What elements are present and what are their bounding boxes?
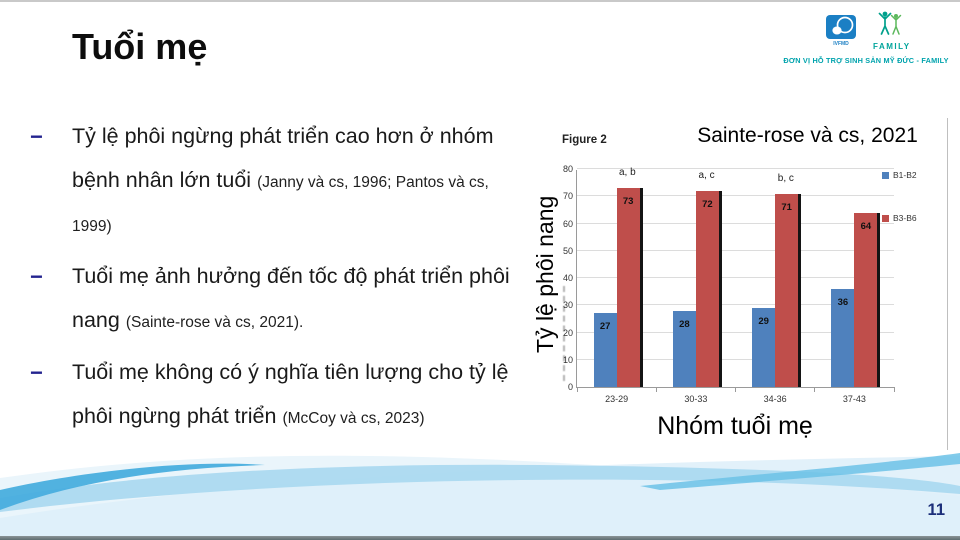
y-axis-tick-label: 70 — [562, 191, 573, 202]
bar-B3-B6: 71 b, c — [775, 173, 799, 387]
bar-B3-B6: 73 a, b — [616, 167, 640, 387]
legend-swatch — [882, 214, 889, 222]
bar-group: 28 72 a, c — [656, 170, 735, 387]
bar-value-label: 28 — [679, 318, 690, 330]
gridline — [577, 331, 894, 333]
legend-swatch — [882, 171, 889, 179]
bar-value-label: 29 — [758, 315, 769, 327]
ivfmd-logo-icon: IVFMD — [825, 14, 857, 51]
bar-group: 27 73 a, b — [577, 167, 656, 387]
bar-value-label: 73 — [622, 196, 634, 208]
x-axis-tick — [576, 387, 578, 392]
bar-B3-B6: 72 a, c — [695, 170, 719, 387]
bar-B3-B6: 64 — [854, 212, 878, 387]
legend-item: B3-B6 — [882, 213, 917, 223]
x-axis-tick-label: 37-43 — [842, 394, 866, 404]
bullet-citation: (Sainte-rose và cs, 2021). — [125, 314, 304, 332]
y-axis-tick-label: 50 — [562, 245, 573, 256]
chart-xlabel: Nhóm tuổi mẹ — [657, 412, 813, 440]
y-axis-tick-label: 20 — [562, 327, 573, 338]
bar-group: 29 71 b, c — [736, 170, 815, 387]
page-number: 11 — [927, 501, 945, 519]
chart-figure: Figure 2 Sainte-rose và cs, 2021 Tỷ lệ p… — [530, 118, 948, 450]
gridline — [577, 358, 894, 360]
legend-label: B1-B2 — [893, 170, 917, 180]
bullet-item-1: − Tỷ lệ phôi ngừng phát triển cao hơn ở … — [30, 114, 530, 246]
bar-annotation: a, c — [698, 169, 715, 181]
bar-value-label: 64 — [860, 220, 872, 232]
x-axis-tick — [655, 387, 657, 392]
bullet-item-3: − Tuổi mẹ không có ý nghĩa tiên lượng ch… — [30, 350, 530, 438]
x-axis-tick — [735, 387, 736, 392]
page-title: Tuổi mẹ — [72, 26, 208, 67]
gridline — [577, 168, 894, 169]
bar-B1-B2: 29 — [752, 307, 776, 387]
y-axis-tick-label: 40 — [562, 273, 573, 283]
bar-value-label: 27 — [599, 321, 611, 333]
bullet-dash-icon: − — [30, 360, 43, 386]
bar-B1-B2: 36 — [831, 288, 855, 387]
bar-annotation: a, b — [618, 167, 636, 179]
gridline — [577, 277, 894, 278]
y-axis-tick-label: 60 — [562, 218, 573, 229]
y-axis-tick-label: 0 — [567, 382, 573, 392]
legend-item: B1-B2 — [882, 170, 917, 180]
top-border — [0, 0, 960, 2]
chart-figure-label: Figure 2 — [562, 134, 607, 146]
chart-title: Sainte-rose và cs, 2021 — [697, 124, 918, 147]
bar-value-label: 72 — [702, 198, 713, 210]
bullet-citation: (Janny và cs, 1996; Pantos và cs, 1999) — [72, 174, 489, 236]
bar-value-label: 71 — [781, 201, 792, 213]
header-logo-block: IVFMD FAMILY — [780, 10, 952, 65]
y-axis-tick-label: 80 — [562, 164, 573, 174]
bar-annotation: b, c — [777, 172, 794, 184]
bottom-border — [0, 536, 960, 540]
x-axis-tick-label: 34-36 — [763, 394, 787, 404]
gridline — [577, 222, 894, 224]
chart-plot: 23-29 30-33 34-36 37-43 0 10 20 30 40 50 60 70 80 27… — [563, 164, 895, 404]
y-axis-tick-label: 10 — [562, 354, 573, 365]
bar-value-label: 36 — [837, 296, 849, 308]
ivfmd-label: IVFMD — [833, 41, 849, 46]
bullet-list: − Tỷ lệ phôi ngừng phát triển cao hơn ở … — [30, 114, 530, 446]
chart-legend: B1-B2 B3-B6 — [882, 170, 917, 256]
gridline — [577, 195, 894, 197]
y-axis-tick-label: 30 — [562, 300, 573, 311]
bar-group: 36 64 — [815, 170, 894, 387]
bar-B1-B2: 27 — [593, 313, 617, 387]
x-axis-tick-label: 23-29 — [605, 394, 629, 404]
bullet-item-2: − Tuổi mẹ ảnh hưởng đến tốc độ phát triể… — [30, 254, 530, 342]
logo-tagline: ĐƠN VỊ HỖ TRỢ SINH SẢN MỸ ĐỨC - FAMILY — [783, 56, 949, 65]
bar-B1-B2: 28 — [672, 310, 696, 387]
bar-groups: 27 73 a, b 28 72 a, c 29 71 b, c 36 64 — [577, 167, 894, 387]
family-people-icon — [873, 10, 907, 41]
x-axis-tick-label: 30-33 — [684, 394, 708, 404]
bullet-citation: (McCoy và cs, 2023) — [282, 410, 425, 428]
legend-label: B3-B6 — [893, 213, 917, 223]
bullet-text: Tuổi mẹ ảnh hưởng đến tốc độ phát triển … — [72, 264, 510, 333]
axis-label-smudge — [563, 286, 565, 381]
x-axis-tick — [893, 387, 895, 392]
family-logo-label: FAMILY — [873, 42, 911, 51]
bullet-text: Tuổi mẹ không có ý nghĩa tiên lượng cho … — [72, 360, 509, 429]
x-axis-tick — [814, 387, 816, 392]
gridline — [577, 249, 894, 251]
bullet-text: Tỷ lệ phôi ngừng phát triển cao hơn ở nh… — [72, 124, 494, 193]
wave-decoration — [0, 453, 960, 536]
chart-xtick-row: 23-29 30-33 34-36 37-43 — [577, 394, 894, 404]
gridline — [577, 304, 894, 306]
bullet-dash-icon: − — [30, 264, 43, 290]
bullet-dash-icon: − — [30, 124, 43, 149]
